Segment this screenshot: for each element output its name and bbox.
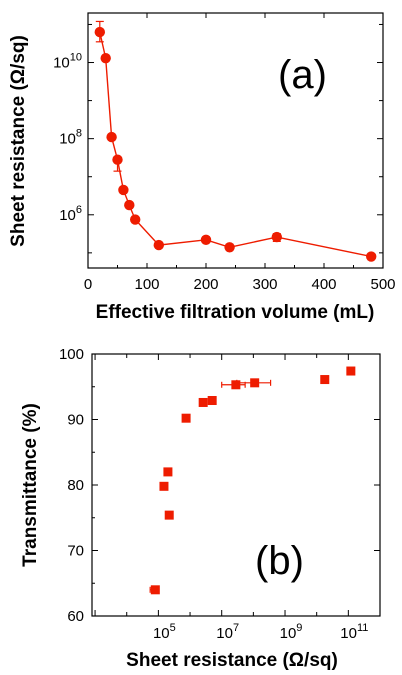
panel-b-y-tick-label: 90	[67, 412, 84, 429]
panel-a-x-tick-label: 200	[193, 276, 218, 293]
panel-a-data-point	[112, 154, 123, 165]
panel-b-data-point	[150, 585, 160, 595]
panel-b-data-point	[250, 378, 260, 388]
panel-a-data-point	[94, 26, 106, 38]
panel-a-data-point	[224, 242, 235, 253]
panel-a-plot-frame	[87, 12, 384, 269]
panel-a-series-line	[99, 31, 372, 258]
panel-b-data-point	[181, 413, 191, 423]
panel-a-chart: 0 100 200 300 400 500 106 108 1010 (a) Effective…	[8, 12, 396, 323]
panel-b-data-point	[159, 481, 169, 491]
panel-a-x-tick-label: 500	[370, 276, 395, 293]
panel-b-data-point	[320, 375, 330, 385]
panel-b-data-point	[164, 510, 174, 520]
panel-b-y-axis-title: Transmittance (%)	[20, 403, 41, 567]
panel-a-ticks: 0 100 200 300 400 500 106 108 1010	[53, 13, 396, 293]
panel-a-data-point	[271, 231, 282, 243]
panel-b-x-tick-label: 107	[216, 622, 239, 642]
panel-b-y-tick-label: 80	[67, 477, 84, 494]
panel-a-data-point	[100, 52, 111, 64]
panel-b-y-tick-label: 60	[67, 608, 84, 625]
panel-a-data-point	[153, 239, 164, 251]
panel-b-y-tick-label: 100	[59, 346, 84, 363]
panel-b-y-tick-label: 70	[67, 543, 84, 560]
panel-b-data-point	[346, 366, 356, 376]
panel-b-data-point	[163, 467, 173, 477]
panel-a-x-axis-title: Effective filtration volume (mL)	[96, 302, 375, 323]
panel-b-x-tick-label: 1011	[340, 622, 368, 642]
panel-a-x-tick-label: 0	[84, 276, 92, 293]
panel-a-data-point	[124, 199, 135, 211]
panel-a-data-point	[200, 234, 212, 246]
panel-a-series	[94, 20, 377, 262]
panel-a-data-point	[366, 251, 377, 262]
panel-b-ticks: 105 107 109 1011 60 70 80 90 100	[59, 346, 381, 642]
panel-b-data-point	[207, 396, 217, 406]
panel-a-label: (a)	[278, 53, 327, 97]
panel-a-x-tick-label: 400	[311, 276, 336, 293]
panel-b-data-point	[198, 397, 208, 407]
panel-b-data-point	[231, 380, 241, 390]
panel-a-y-tick-label: 108	[59, 128, 82, 148]
panel-a-data-point	[106, 131, 117, 143]
panel-a-x-tick-label: 300	[252, 276, 277, 293]
panel-a-data-point	[118, 184, 129, 196]
panel-b-series	[149, 366, 356, 595]
panel-b-chart: 105 107 109 1011 60 70 80 90 100 (b) Sheet resis…	[20, 346, 381, 671]
panel-a-y-axis-title: Sheet resistance (Ω/sq)	[8, 35, 29, 247]
panel-a-y-tick-label: 1010	[53, 52, 82, 72]
panel-a-data-point	[130, 214, 141, 225]
panel-b-x-axis-title: Sheet resistance (Ω/sq)	[126, 650, 338, 671]
panel-b-x-tick-label: 109	[280, 622, 303, 642]
panel-b-label: (b)	[255, 539, 304, 583]
panel-b-x-tick-label: 105	[153, 622, 176, 642]
panel-a-x-tick-label: 100	[134, 276, 159, 293]
panel-a-y-tick-label: 106	[59, 204, 82, 224]
panel-b-plot-frame	[91, 353, 381, 617]
